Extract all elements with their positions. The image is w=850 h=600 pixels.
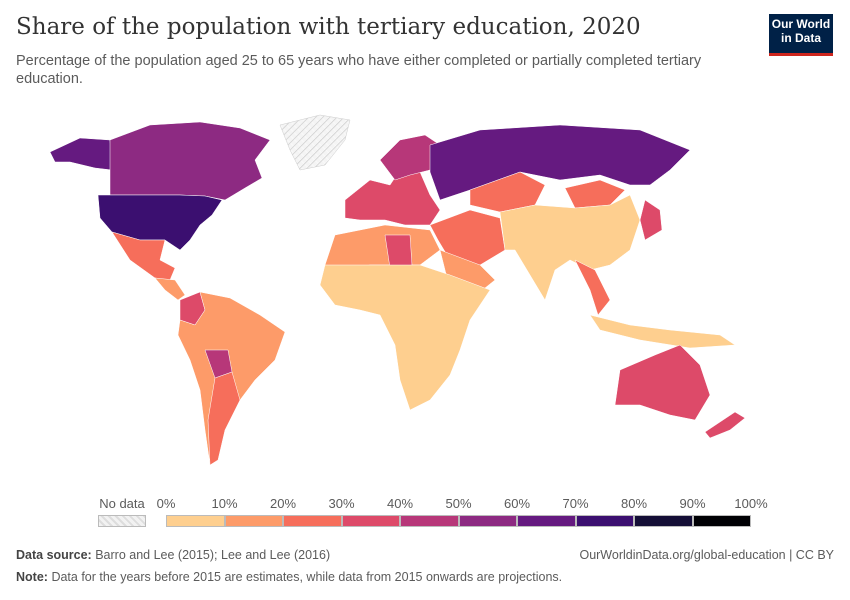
legend-tick-label: 10% [211, 496, 238, 511]
legend-tick-label: 60% [503, 496, 531, 511]
legend-tick-label: 90% [679, 496, 706, 511]
legend-bin-30-40%[interactable] [341, 515, 400, 527]
region-middle-east[interactable] [429, 209, 506, 266]
no-data-swatch[interactable] [98, 515, 146, 527]
legend-tick-label: 80% [620, 496, 648, 511]
legend-bin-90-100%[interactable] [692, 515, 751, 527]
data-source: Data source: Barro and Lee (2015); Lee a… [16, 548, 330, 562]
legend-bin-60-70%[interactable] [517, 515, 576, 527]
source-label: Data source: [16, 548, 92, 562]
legend-bin-70-80%[interactable] [575, 515, 634, 527]
source-url[interactable]: OurWorldinData.org/global-education | CC… [579, 548, 834, 562]
chart-subtitle: Percentage of the population aged 25 to … [16, 53, 702, 87]
legend-tick-label: 0% [156, 496, 176, 511]
region-europe-west[interactable] [344, 169, 441, 226]
chart-title: Share of the population with tertiary ed… [16, 14, 641, 40]
color-legend: No data 0% 10% 20% 30% 40% 50% 60% 70% 80% 90% 100… [0, 496, 850, 536]
region-southeast-asia[interactable] [574, 259, 611, 316]
legend-tick-label: 50% [445, 496, 472, 511]
legend-tick-label: 30% [328, 496, 355, 511]
region-indonesia[interactable] [589, 314, 736, 349]
region-north-africa[interactable] [324, 224, 441, 271]
legend-bin-20-30%[interactable] [283, 515, 342, 527]
region-africa[interactable] [319, 264, 491, 411]
region-mexico[interactable] [111, 231, 176, 281]
legend-bin-0-10%[interactable] [166, 515, 225, 527]
legend-tick-label: 20% [269, 496, 297, 511]
region-mongolia[interactable] [564, 179, 626, 209]
legend-tick-label: 70% [562, 496, 589, 511]
region-alaska[interactable] [49, 137, 113, 171]
region-central-america[interactable] [154, 277, 186, 301]
note-text: Data for the years before 2015 are estim… [51, 570, 563, 584]
legend-bin-10-20%[interactable] [224, 515, 283, 527]
region-asia[interactable] [499, 194, 641, 301]
region-australia[interactable] [614, 344, 711, 421]
note: Note: Data for the years before 2015 are… [16, 570, 562, 584]
region-libya[interactable] [384, 234, 413, 269]
region-argentina[interactable] [207, 371, 241, 466]
region-greenland[interactable] [279, 114, 351, 171]
source-text: Barro and Lee (2015); Lee and Lee (2016) [95, 548, 331, 562]
region-russia[interactable] [429, 124, 691, 201]
no-data-label: No data [99, 496, 145, 511]
world-map[interactable] [0, 100, 850, 480]
legend-tick-label: 40% [386, 496, 414, 511]
region-japan[interactable] [639, 199, 663, 241]
legend-bin-50-60%[interactable] [458, 515, 517, 527]
region-canada[interactable] [109, 121, 271, 201]
legend-tick-label: 100% [734, 496, 768, 511]
legend-bin-40-50%[interactable] [400, 515, 459, 527]
region-new-zealand[interactable] [704, 411, 746, 439]
note-label: Note: [16, 570, 48, 584]
legend-bin-80-90%[interactable] [634, 515, 693, 527]
owid-logo[interactable]: Our World in Data [769, 14, 833, 56]
